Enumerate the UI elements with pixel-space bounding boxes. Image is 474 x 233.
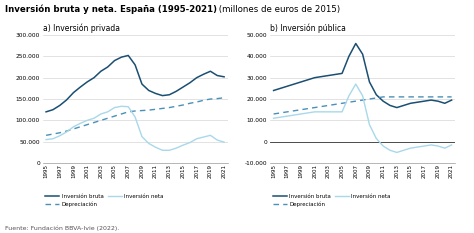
- Text: b) Inversión pública: b) Inversión pública: [270, 23, 346, 33]
- Text: a) Inversión privada: a) Inversión privada: [43, 23, 119, 33]
- Text: Inversión bruta y neta. España (1995-2021): Inversión bruta y neta. España (1995-202…: [5, 5, 217, 14]
- Legend: Inversión bruta, Depreciación, Inversión neta: Inversión bruta, Depreciación, Inversión…: [46, 194, 164, 207]
- Text: Fuente: Fundación BBVA-Ivie (2022).: Fuente: Fundación BBVA-Ivie (2022).: [5, 225, 119, 231]
- Text: (millones de euros de 2015): (millones de euros de 2015): [216, 5, 340, 14]
- Legend: Inversión bruta, Depreciación, Inversión neta: Inversión bruta, Depreciación, Inversión…: [273, 194, 391, 207]
